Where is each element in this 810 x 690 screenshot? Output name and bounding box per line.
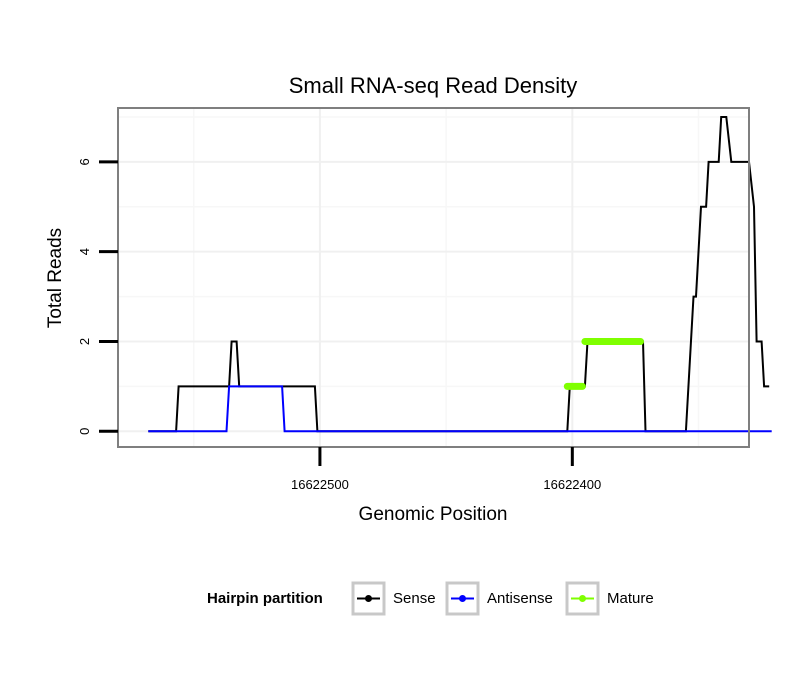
y-tick-label: 6 (77, 158, 92, 165)
legend-key-point (459, 595, 466, 602)
x-tick-label: 16622400 (543, 477, 601, 492)
legend-label: Sense (393, 590, 436, 607)
y-tick-label: 0 (77, 428, 92, 435)
x-axis: 16622500 16622400 (291, 447, 601, 492)
legend-item-antisense: Antisense (445, 581, 553, 616)
legend-label: Antisense (487, 590, 553, 607)
legend-key-point (365, 595, 372, 602)
x-axis-title: Genomic Position (359, 504, 508, 525)
y-tick-label: 2 (77, 338, 92, 345)
series-layer (148, 116, 772, 433)
plot-border (117, 107, 750, 448)
legend-key-point (579, 595, 586, 602)
legend-label: Mature (607, 590, 654, 607)
legend-item-mature: Mature (565, 581, 654, 616)
grid-lines (118, 108, 749, 447)
plot-background (118, 108, 749, 447)
y-axis-title: Total Reads (45, 228, 66, 328)
chart-title: Small RNA-seq Read Density (289, 73, 578, 98)
legend-item-sense: Sense (351, 581, 436, 616)
legend-title: Hairpin partition (207, 590, 323, 607)
y-axis: 0 2 4 6 (77, 158, 118, 435)
series-line-antisense (148, 385, 772, 433)
x-tick-label: 16622500 (291, 477, 349, 492)
y-tick-label: 4 (77, 248, 92, 255)
legend: Hairpin partition Sense Antisense Mature (207, 581, 654, 616)
